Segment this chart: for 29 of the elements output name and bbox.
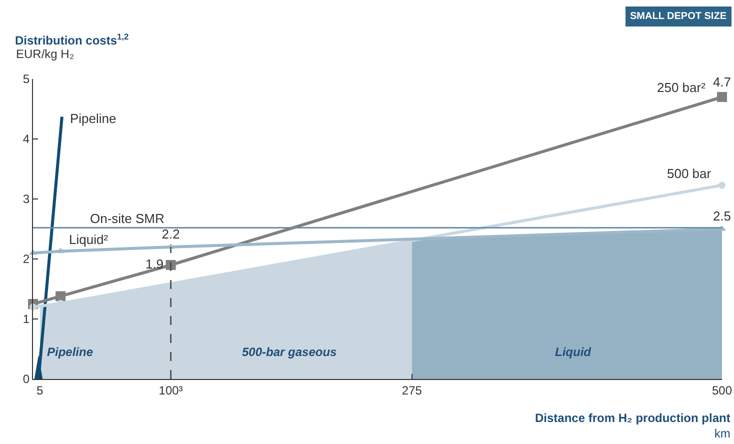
series-label: Pipeline [70, 111, 116, 126]
chart-title: Distribution costs$^{1,2}$ [15, 31, 129, 48]
x-tick-label: 5 [36, 383, 44, 398]
x-tick-label: 500 [712, 383, 732, 398]
data-label: 1.9 [145, 256, 164, 272]
x-tick-label: 275 [402, 383, 422, 398]
y-tick-label: 5 [22, 72, 30, 86]
y-tick-label: 2 [22, 252, 30, 266]
data-label: 2.2 [162, 226, 180, 242]
y-tick-label: 4 [22, 132, 30, 146]
y-tick-label: 3 [22, 192, 30, 206]
point [56, 291, 66, 302]
series-label: Pipeline [47, 345, 94, 359]
y-axis-title: EUR/kg H₂ [16, 47, 74, 61]
series-label: Liquid [555, 345, 592, 359]
y-tick-label: 0 [22, 372, 30, 386]
point [717, 92, 727, 102]
ref-line-label: On-site SMR [90, 211, 164, 226]
point [718, 182, 726, 189]
series-label: 500-bar gaseous [242, 345, 338, 359]
series-label: 500 bar [667, 166, 712, 181]
data-label: 4.7 [712, 74, 732, 90]
series-label: Liquid² [69, 232, 109, 247]
text: SMALL DEPOT SIZE [630, 11, 727, 22]
series-label: 250 bar² [657, 80, 706, 95]
x-tick-label: 100³ [158, 383, 183, 398]
x-axis-title: Distance from H₂ production plant km [535, 411, 730, 441]
y-tick-label: 1 [22, 312, 30, 326]
data-label: 2.5 [712, 208, 732, 224]
